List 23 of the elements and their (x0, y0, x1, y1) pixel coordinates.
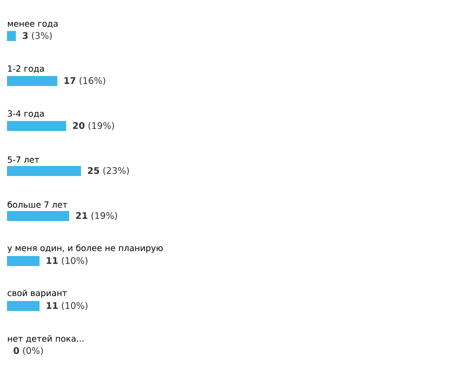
data-label: 11 (10%) (46, 302, 88, 310)
bar (7, 300, 40, 311)
y-tick-label: 3-4 года (8, 110, 44, 118)
bar (7, 166, 81, 176)
bar (7, 256, 40, 266)
y-tick-label: нет детей пока... (8, 335, 84, 343)
bar (7, 76, 58, 86)
data-label: 0 (0%) (14, 346, 43, 356)
y-tick-label: у меня один, и более не планирую (7, 244, 163, 253)
y-tick-label: больше 7 лет (8, 201, 68, 208)
data-label: 25 (23%) (88, 166, 129, 176)
y-tick-label: менее года (8, 22, 58, 28)
bar (7, 120, 66, 131)
data-label: 11 (10%) (46, 256, 88, 266)
bar (7, 31, 16, 41)
y-tick-label: 1-2 года (8, 65, 44, 73)
data-label: 17 (16%) (64, 76, 106, 86)
bar (7, 210, 70, 221)
data-label: 21 (19%) (76, 212, 117, 220)
data-label: 3 (3%) (22, 32, 52, 40)
data-label: 20 (19%) (73, 122, 114, 130)
y-tick-label: 5-7 лет (8, 156, 40, 163)
y-tick-label: свой вариант (8, 290, 67, 298)
